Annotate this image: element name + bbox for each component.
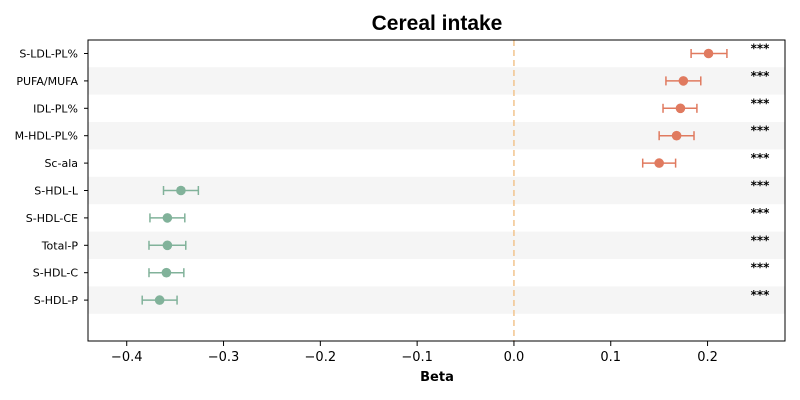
significance-label: *** xyxy=(751,288,771,302)
y-tick-label: S-HDL-P xyxy=(34,294,79,307)
y-tick-label: S-HDL-CE xyxy=(26,212,78,225)
data-point xyxy=(162,240,173,251)
significance-label: *** xyxy=(751,261,771,275)
x-axis-label: Beta xyxy=(420,370,454,385)
data-point xyxy=(671,130,682,141)
data-point xyxy=(703,48,714,59)
x-tick-label: −0.4 xyxy=(111,350,143,365)
y-tick-label: S-HDL-L xyxy=(34,185,79,198)
data-point xyxy=(161,267,172,278)
significance-label: *** xyxy=(751,233,771,247)
data-point xyxy=(654,158,664,168)
y-tick-label: S-HDL-C xyxy=(33,267,79,280)
significance-label: *** xyxy=(751,96,771,110)
x-tick-label: −0.2 xyxy=(305,350,337,365)
data-point xyxy=(176,185,186,196)
y-tick-label: Sc-ala xyxy=(44,157,78,170)
significance-label: *** xyxy=(751,206,771,220)
data-point xyxy=(154,295,165,305)
significance-label: *** xyxy=(751,151,771,165)
plot-marks: *** *** *** *** *** *** *** *** *** *** xyxy=(141,42,771,305)
significance-label: *** xyxy=(751,179,771,193)
data-point xyxy=(162,213,173,223)
x-tick-label: −0.3 xyxy=(208,350,240,365)
y-tick-label: S-LDL-PL% xyxy=(19,48,78,61)
y-tick-label: M-HDL-PL% xyxy=(15,130,78,143)
y-tick-label: PUFA/MUFA xyxy=(16,75,78,88)
data-point xyxy=(678,76,689,86)
row-stripe xyxy=(88,286,785,314)
chart-title: Cereal intake xyxy=(372,12,503,35)
x-tick-label: 0.2 xyxy=(697,350,718,365)
row-stripe xyxy=(88,231,785,259)
y-axis: S-LDL-PL% PUFA/MUFA IDL-PL% M-HDL-PL% Sc-ala… xyxy=(15,48,88,307)
significance-label: *** xyxy=(751,124,771,138)
significance-label: *** xyxy=(751,69,771,83)
x-tick-label: 0.0 xyxy=(504,350,525,365)
x-axis: −0.4 −0.3 −0.2 −0.1 0.0 0.1 0.2 xyxy=(111,341,718,365)
x-tick-label: −0.1 xyxy=(401,350,433,365)
y-tick-label: IDL-PL% xyxy=(33,102,78,115)
x-tick-label: 0.1 xyxy=(600,350,621,365)
significance-label: *** xyxy=(751,42,771,56)
y-tick-label: Total-P xyxy=(41,239,79,252)
row-stripe xyxy=(88,176,785,205)
data-point xyxy=(675,103,686,114)
